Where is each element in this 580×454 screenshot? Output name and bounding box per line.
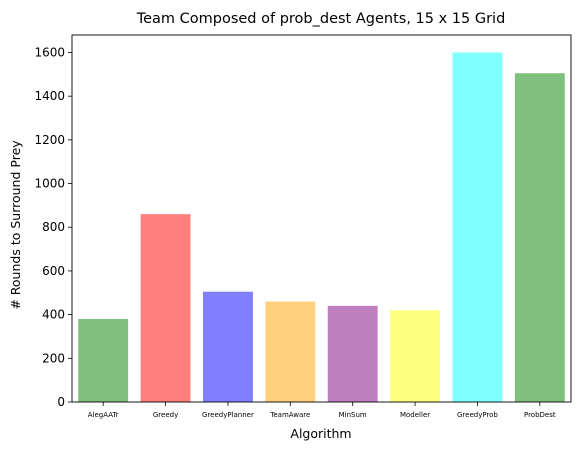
y-tick-label: 1600 (34, 45, 65, 59)
x-tick-label: Greedy (153, 411, 178, 419)
bar (78, 318, 129, 402)
y-tick-label: 200 (42, 351, 65, 365)
x-tick-label: AlegAATr (88, 411, 119, 419)
x-tick-label: GreedyPlanner (202, 411, 254, 419)
y-tick-label: 400 (42, 308, 65, 322)
y-axis-label: # Rounds to Surround Prey (8, 140, 23, 310)
x-tick-label: ProbDest (524, 411, 556, 419)
bar (265, 301, 316, 402)
bar (202, 291, 253, 402)
x-tick-label: MinSum (339, 411, 367, 419)
bar (390, 310, 441, 402)
bar (327, 305, 378, 402)
bar (514, 73, 565, 402)
y-tick-label: 1000 (34, 177, 65, 191)
y-tick-label: 600 (42, 264, 65, 278)
x-tick-label: GreedyProb (457, 411, 498, 419)
y-tick-label: 1400 (34, 89, 65, 103)
x-axis-label: Algorithm (290, 426, 351, 441)
chart-title: Team Composed of prob_dest Agents, 15 x … (136, 11, 506, 27)
x-tick-label: Modeller (400, 411, 430, 419)
bar (452, 52, 503, 402)
y-tick-label: 800 (42, 220, 65, 234)
y-tick-label: 1200 (34, 133, 65, 147)
bar (140, 214, 191, 402)
y-tick-label: 0 (57, 395, 65, 409)
plot-area: AlegAATr Greedy GreedyPlanner TeamAware MinS… (34, 34, 572, 419)
axes-frame (71, 34, 572, 403)
x-tick-label: TeamAware (269, 411, 310, 419)
